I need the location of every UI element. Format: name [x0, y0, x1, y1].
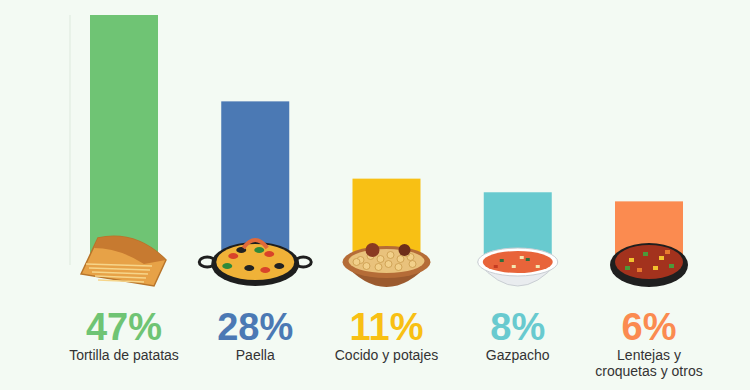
- pan: [211, 242, 299, 286]
- bar: [221, 101, 289, 265]
- garnish: [512, 265, 516, 268]
- vegetable: [643, 252, 648, 256]
- tortilla: [81, 236, 166, 286]
- category-label-line: Tortilla de patatas: [69, 347, 179, 363]
- garnish: [536, 265, 540, 268]
- chickpea: [377, 256, 384, 263]
- garnish: [520, 256, 524, 259]
- dish-icon: [199, 240, 311, 286]
- tortilla-top: [94, 236, 166, 264]
- data-label: 28%: [217, 306, 293, 348]
- category-label: Cocido y potajes: [335, 347, 439, 363]
- tortilla-layer: [92, 272, 148, 274]
- ingredient: [244, 265, 254, 271]
- category-label-line: croquetas y otros: [595, 363, 702, 379]
- chickpea: [363, 263, 370, 270]
- category-label: Lentejas ycroquetas y otros: [595, 347, 702, 379]
- vegetable: [669, 264, 674, 268]
- ingredient: [254, 247, 264, 253]
- ingredient: [274, 263, 284, 269]
- prawn: [243, 240, 267, 248]
- dish-icon: [610, 243, 688, 287]
- chickpea: [385, 261, 392, 268]
- category-label: Tortilla de patatas: [69, 347, 179, 363]
- garnish: [526, 258, 530, 261]
- category-label: Gazpacho: [486, 347, 550, 363]
- garnish: [494, 265, 498, 268]
- bowl-rim: [478, 248, 558, 276]
- ingredient: [222, 263, 232, 269]
- vegetable: [625, 266, 630, 270]
- ingredient: [264, 251, 274, 257]
- vegetable: [653, 266, 658, 270]
- stew: [615, 245, 683, 279]
- category-label-line: Lentejas y: [617, 347, 681, 363]
- category-label-line: Paella: [236, 347, 275, 363]
- ingredient: [228, 253, 238, 259]
- bars: [90, 15, 683, 265]
- dish-icon: [81, 236, 166, 286]
- bar: [90, 15, 158, 265]
- ingredient: [260, 267, 270, 273]
- chickpea: [387, 252, 394, 259]
- dish-icon: [478, 248, 558, 286]
- vegetable: [665, 250, 670, 254]
- stew: [349, 249, 425, 273]
- tortilla-layer: [98, 280, 144, 282]
- meat: [366, 243, 380, 257]
- vegetable: [659, 256, 664, 260]
- garnish: [500, 259, 504, 262]
- rice: [216, 244, 294, 280]
- category-label-line: Gazpacho: [486, 347, 550, 363]
- data-label: 8%: [490, 306, 545, 348]
- chart: 47% 28% 11% 8% 6% Tortilla de patatas Paella Co…: [0, 0, 750, 390]
- tortilla-layer: [89, 268, 150, 270]
- y-axis-line: [70, 15, 71, 265]
- soup: [483, 251, 553, 273]
- vegetable: [629, 258, 634, 262]
- vegetable: [637, 268, 642, 272]
- chickpea: [397, 256, 404, 263]
- dish-icon: [343, 243, 431, 287]
- category-label: Paella: [236, 347, 275, 363]
- category-label-line: Cocido y potajes: [335, 347, 439, 363]
- chickpea: [353, 259, 360, 266]
- meat: [399, 244, 411, 256]
- data-label: 47%: [86, 306, 162, 348]
- pan: [610, 243, 688, 287]
- data-label: 6%: [622, 306, 677, 348]
- chickpea: [395, 264, 402, 271]
- bowl-rim: [343, 246, 431, 278]
- chickpea: [409, 261, 416, 268]
- tortilla-layer: [86, 264, 152, 266]
- chickpea: [375, 264, 382, 271]
- tortilla-layer: [95, 276, 146, 278]
- data-label: 11%: [350, 306, 424, 348]
